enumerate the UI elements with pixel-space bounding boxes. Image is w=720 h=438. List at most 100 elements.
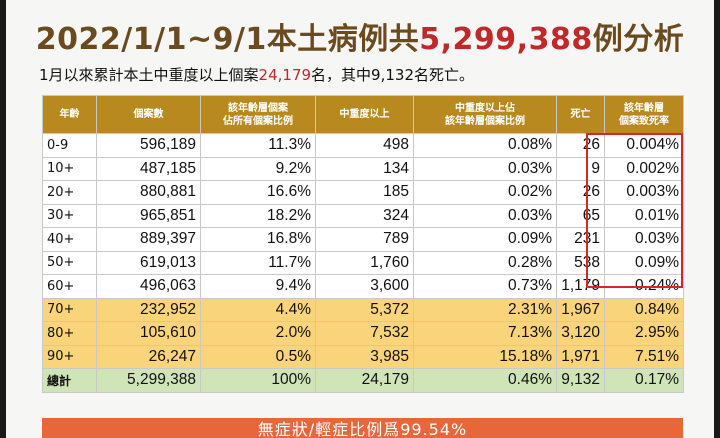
cell-severe-share: 0.73%: [413, 274, 557, 299]
cell-severe-share: 7.13%: [413, 321, 557, 346]
fatality-highlight-box: [586, 133, 683, 288]
cell-cases: 5,299,388: [96, 368, 201, 393]
cell-case-share: 4.4%: [200, 297, 316, 322]
cell-cases: 26,247: [96, 344, 201, 369]
title-total-cases: 5,299,388: [419, 22, 593, 57]
table-row: 50+ 619,013 11.7% 1,760 0.28% 538 0.09%: [42, 250, 684, 275]
header-fatality: 該年齡層 個案致死率: [604, 95, 684, 134]
cell-age: 60+: [42, 274, 97, 299]
cell-severe: 3,985: [315, 344, 414, 369]
cell-severe-share: 0.02%: [413, 180, 557, 205]
cell-cases: 596,189: [96, 133, 201, 158]
table-header-row: 年齡 個案數 該年齡層個案 佔所有個案比例 中重度以上 中重度以上佔 該年齡層個案比…: [42, 95, 684, 134]
cell-case-share: 100%: [200, 368, 316, 393]
header-case-share-line2: 佔所有個案比例: [223, 115, 293, 127]
header-severe-share: 中重度以上佔 該年齡層個案比例: [413, 95, 557, 134]
header-age: 年齡: [42, 95, 97, 134]
cell-severe: 24,179: [315, 368, 414, 393]
header-fatality-line1: 該年齡層: [624, 102, 664, 114]
cell-severe-share: 0.46%: [413, 368, 557, 393]
cell-case-share: 9.2%: [200, 156, 316, 181]
cell-fatality: 0.01%: [604, 203, 684, 228]
infographic-page: 2022/1/1~9/1本土病例共5,299,388例分析 1月以來累計本土中重…: [6, 0, 714, 438]
table-row: 80+ 105,610 2.0% 7,532 7.13% 3,120 2.95%: [42, 321, 684, 346]
page-title: 2022/1/1~9/1本土病例共5,299,388例分析: [6, 14, 714, 58]
cell-severe: 5,372: [315, 297, 414, 322]
header-cases: 個案數: [96, 95, 201, 134]
cell-severe: 324: [315, 203, 414, 228]
table-row: 60+ 496,063 9.4% 3,600 0.73% 1,179 0.24%: [42, 274, 684, 299]
table-row: 40+ 889,397 16.8% 789 0.09% 231 0.03%: [42, 227, 684, 252]
header-severe-share-line1: 中重度以上佔: [455, 102, 515, 114]
cell-case-share: 16.6%: [200, 180, 316, 205]
cell-deaths: 1,971: [556, 344, 605, 369]
cell-severe-share: 0.03%: [413, 203, 557, 228]
cell-severe-share: 0.03%: [413, 156, 557, 181]
table-row: 10+ 487,185 9.2% 134 0.03% 9 0.002%: [42, 156, 684, 181]
cell-severe: 134: [315, 156, 414, 181]
bottom-banner: 無症狀/輕症比例爲99.54%: [42, 418, 683, 438]
cell-deaths: 9,132: [556, 368, 605, 393]
table-row: 70+ 232,952 4.4% 5,372 2.31% 1,967 0.84%: [42, 297, 684, 322]
table-row: 20+ 880,881 16.6% 185 0.02% 26 0.003%: [42, 180, 684, 205]
cell-cases: 232,952: [96, 297, 201, 322]
cell-severe-share: 0.28%: [413, 250, 557, 275]
cell-case-share: 16.8%: [200, 227, 316, 252]
cell-deaths: 9: [556, 156, 605, 181]
cell-severe-share: 0.08%: [413, 133, 557, 158]
table-total-row: 總計 5,299,388 100% 24,179 0.46% 9,132 0.17%: [42, 368, 684, 393]
cell-severe: 3,600: [315, 274, 414, 299]
header-severe-share-line2: 該年齡層個案比例: [445, 115, 525, 127]
subtitle-suffix: 名，其中9,132名死亡。: [311, 66, 474, 84]
cell-age: 總計: [42, 368, 97, 393]
subtitle-prefix: 1月以來累計本土中重度以上個案: [39, 66, 259, 84]
cell-case-share: 0.5%: [200, 344, 316, 369]
cell-age: 10+: [42, 156, 97, 181]
cell-severe: 185: [315, 180, 414, 205]
cell-fatality: 0.17%: [604, 368, 684, 393]
cell-case-share: 11.7%: [200, 250, 316, 275]
cell-severe: 498: [315, 133, 414, 158]
table-row: 90+ 26,247 0.5% 3,985 15.18% 1,971 7.51%: [42, 344, 684, 369]
header-deaths: 死亡: [556, 95, 605, 134]
cell-deaths: 1,967: [556, 297, 605, 322]
cell-age: 90+: [42, 344, 97, 369]
cell-severe-share: 0.09%: [413, 227, 557, 252]
cell-age: 40+: [42, 227, 97, 252]
cell-fatality: 0.003%: [604, 180, 684, 205]
cell-fatality: 7.51%: [604, 344, 684, 369]
cell-cases: 889,397: [96, 227, 201, 252]
age-analysis-table: 年齡 個案數 該年齡層個案 佔所有個案比例 中重度以上 中重度以上佔 該年齡層個案比…: [42, 95, 684, 393]
cell-cases: 487,185: [96, 156, 201, 181]
title-prefix: 2022/1/1~9/1本土病例共: [35, 22, 420, 57]
cell-fatality: 2.95%: [604, 321, 684, 346]
page-subtitle: 1月以來累計本土中重度以上個案24,179名，其中9,132名死亡。: [39, 64, 474, 85]
cell-severe-share: 15.18%: [413, 344, 557, 369]
cell-severe: 789: [315, 227, 414, 252]
cell-fatality: 0.002%: [604, 156, 684, 181]
header-fatality-line2: 個案致死率: [619, 115, 669, 127]
title-suffix: 例分析: [592, 22, 685, 57]
cell-case-share: 11.3%: [200, 133, 316, 158]
cell-cases: 619,013: [96, 250, 201, 275]
cell-cases: 105,610: [96, 321, 201, 346]
table-body: 0-9 596,189 11.3% 498 0.08% 26 0.004% 10+ 487,18…: [42, 133, 684, 393]
subtitle-severe-count: 24,179: [258, 66, 312, 84]
cell-deaths: 3,120: [556, 321, 605, 346]
cell-severe-share: 2.31%: [413, 297, 557, 322]
cell-age: 70+: [42, 297, 97, 322]
cell-case-share: 2.0%: [200, 321, 316, 346]
header-case-share: 該年齡層個案 佔所有個案比例: [200, 95, 316, 134]
cell-fatality: 0.09%: [604, 250, 684, 275]
cell-severe: 1,760: [315, 250, 414, 275]
cell-cases: 965,851: [96, 203, 201, 228]
cell-age: 80+: [42, 321, 97, 346]
cell-fatality: 0.84%: [604, 297, 684, 322]
header-severe: 中重度以上: [315, 95, 414, 134]
cell-age: 20+: [42, 180, 97, 205]
cell-deaths: 26: [556, 133, 605, 158]
cell-age: 0-9: [42, 133, 97, 158]
cell-fatality: 0.03%: [604, 227, 684, 252]
cell-severe: 7,532: [315, 321, 414, 346]
header-case-share-line1: 該年齡層個案: [228, 102, 288, 114]
